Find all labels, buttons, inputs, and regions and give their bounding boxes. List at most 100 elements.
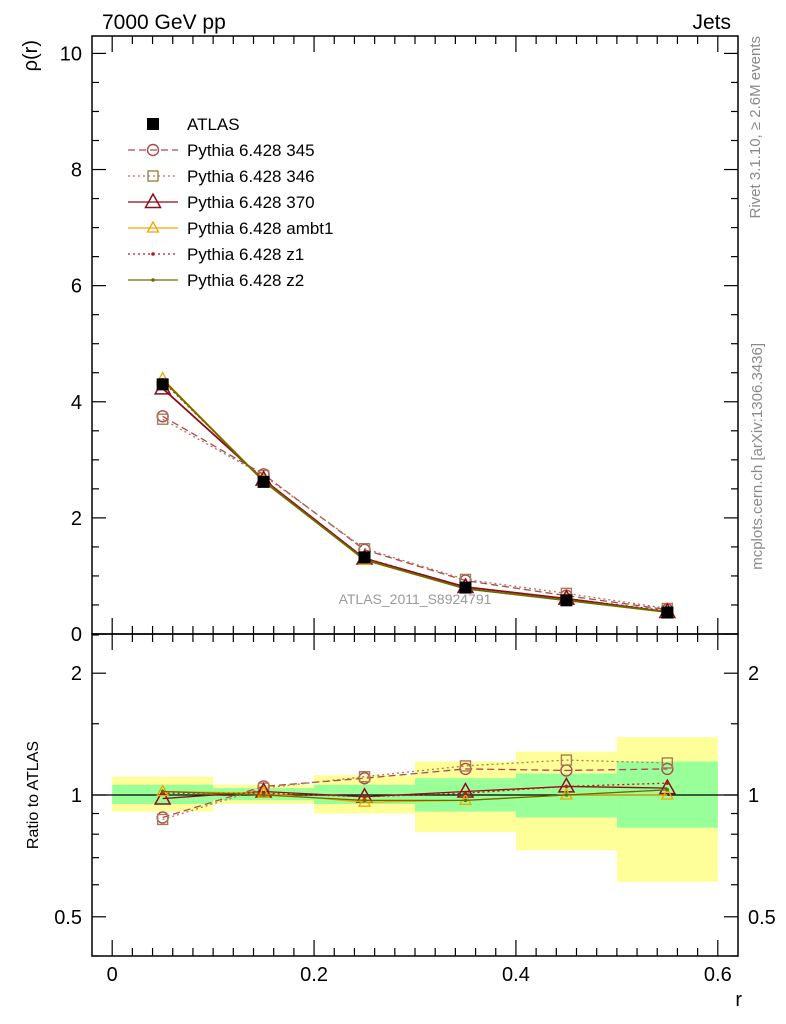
series-atlas bbox=[156, 378, 674, 619]
legend-item-atlas: ATLAS bbox=[147, 115, 240, 134]
axis-ticks bbox=[92, 36, 738, 957]
series-z1 bbox=[160, 379, 670, 613]
watermark-text: ATLAS_2011_S8924791 bbox=[339, 591, 492, 607]
ratio-series bbox=[153, 754, 677, 826]
ratio-point-z2-5 bbox=[665, 788, 670, 792]
legend-marker-z2 bbox=[151, 278, 155, 282]
legend-label-ambt1: Pythia 6.428 ambt1 bbox=[187, 219, 333, 238]
series-line-ambt1 bbox=[162, 378, 668, 614]
ratio-ytick-label-right-2: 2 bbox=[748, 663, 759, 685]
point-atlas-1 bbox=[257, 475, 270, 488]
point-atlas-5 bbox=[661, 606, 674, 619]
point-p346-0 bbox=[156, 413, 169, 425]
ratio-point-z1-2 bbox=[362, 794, 367, 799]
legend: ATLAS Pythia 6.428 345 Pythia 6.428 346 Pyt… bbox=[128, 115, 333, 290]
legend-marker-p346 bbox=[147, 170, 159, 182]
header-right-title: Jets bbox=[692, 11, 731, 34]
ratio-series-p346 bbox=[156, 754, 674, 826]
series-p346 bbox=[156, 413, 674, 615]
point-atlas-2 bbox=[358, 551, 371, 564]
side-text-rivet: Rivet 3.1.10, ≥ 2.6M events bbox=[747, 36, 764, 219]
ratio-point-ambt1-3 bbox=[458, 793, 473, 806]
point-atlas-0 bbox=[156, 378, 169, 391]
main-ytick-label-1: 2 bbox=[71, 508, 82, 530]
main-series bbox=[153, 371, 677, 619]
ratio-point-z2-1 bbox=[261, 793, 266, 797]
series-z2 bbox=[160, 377, 670, 614]
axis-labels: 0 2 4 6 8 10 0 0.2 0.4 0.6 0.5 0.5 1 1 2 2 bbox=[54, 43, 776, 986]
series-line-p346 bbox=[162, 418, 668, 610]
ratio-bands bbox=[112, 737, 718, 882]
ratio-line-p345 bbox=[162, 768, 668, 819]
main-ytick-label-4: 8 bbox=[71, 160, 82, 182]
ratio-point-ambt1-1 bbox=[256, 785, 271, 798]
ratio-ytick-label-right-1: 1 bbox=[748, 785, 759, 807]
ratio-point-p346-5 bbox=[661, 757, 674, 769]
legend-label-p370: Pythia 6.428 370 bbox=[187, 193, 315, 212]
ratio-point-p370-3 bbox=[456, 781, 475, 798]
ratio-point-ambt1-4 bbox=[559, 787, 574, 800]
ratio-point-p346-2 bbox=[358, 770, 371, 783]
main-ytick-label-2: 4 bbox=[71, 392, 82, 414]
ratio-point-p346-4 bbox=[560, 754, 573, 766]
main-ytick-label-3: 6 bbox=[71, 276, 82, 298]
legend-label-p346: Pythia 6.428 346 bbox=[187, 167, 315, 186]
xtick-label-0: 0 bbox=[107, 964, 118, 986]
ratio-point-z2-4 bbox=[564, 793, 569, 797]
ratio-series-z2 bbox=[160, 788, 670, 803]
ratio-point-p370-4 bbox=[557, 776, 576, 793]
ratio-point-p370-5 bbox=[658, 778, 677, 795]
ratio-series-ambt1 bbox=[156, 784, 674, 807]
series-line-p345 bbox=[162, 415, 668, 611]
xtick-label-3: 0.6 bbox=[704, 964, 732, 986]
main-ytick-label-5: 10 bbox=[60, 43, 82, 65]
ratio-point-p345-5 bbox=[661, 762, 674, 776]
ratio-line-z1 bbox=[162, 782, 668, 798]
ratio-point-ambt1-2 bbox=[357, 794, 372, 807]
ratio-ytick-label-left-1: 1 bbox=[71, 785, 82, 807]
ratio-point-p370-0 bbox=[153, 789, 172, 805]
ratio-line-p346 bbox=[162, 759, 668, 821]
watermark-group: ATLAS_2011_S8924791 bbox=[339, 591, 492, 607]
legend-marker-p345 bbox=[146, 143, 160, 157]
legend-item-z2: Pythia 6.428 z2 bbox=[128, 271, 304, 290]
legend-item-p370: Pythia 6.428 370 bbox=[128, 192, 315, 212]
header-left-title: 7000 GeV pp bbox=[102, 11, 226, 34]
legend-item-p346: Pythia 6.428 346 bbox=[128, 167, 315, 186]
ratio-point-z2-2 bbox=[362, 798, 367, 803]
x-axis-label: r bbox=[735, 989, 742, 1011]
ratio-point-z1-3 bbox=[463, 791, 468, 796]
series-line-p370 bbox=[162, 387, 668, 613]
series-ambt1 bbox=[156, 371, 674, 618]
xtick-label-2: 0.4 bbox=[502, 964, 530, 986]
ratio-point-p346-3 bbox=[459, 760, 472, 772]
main-ytick-label-0: 0 bbox=[71, 624, 82, 646]
ratio-ytick-label-left-0: 0.5 bbox=[54, 907, 82, 929]
legend-item-p345: Pythia 6.428 345 bbox=[128, 141, 315, 160]
ratio-point-z1-4 bbox=[564, 784, 569, 789]
series-line-z2 bbox=[162, 379, 668, 613]
ratio-point-p346-0 bbox=[156, 813, 169, 826]
ratio-line-ambt1 bbox=[162, 790, 668, 803]
ratio-point-z2-0 bbox=[160, 789, 165, 794]
xtick-label-1: 0.2 bbox=[300, 964, 328, 986]
legend-label-z1: Pythia 6.428 z1 bbox=[187, 245, 304, 264]
point-atlas-4 bbox=[560, 594, 573, 607]
legend-item-z1: Pythia 6.428 z1 bbox=[128, 245, 304, 264]
series-p345 bbox=[156, 410, 674, 616]
ratio-point-ambt1-0 bbox=[156, 784, 170, 797]
legend-marker-atlas bbox=[147, 118, 159, 130]
side-text-mcplots: mcplots.cern.ch [arXiv:1306.3436] bbox=[749, 343, 766, 570]
ratio-point-ambt1-5 bbox=[660, 787, 674, 800]
series-line-z1 bbox=[162, 380, 668, 612]
legend-marker-p370 bbox=[144, 192, 162, 209]
legend-label-atlas: ATLAS bbox=[187, 115, 240, 134]
series-p370 bbox=[153, 378, 677, 619]
ratio-point-z1-5 bbox=[665, 781, 670, 785]
ratio-point-z2-3 bbox=[463, 798, 468, 803]
ratio-ytick-label-left-2: 2 bbox=[71, 663, 82, 685]
legend-marker-ambt1 bbox=[146, 220, 160, 233]
ratio-ytick-label-right-0: 0.5 bbox=[748, 907, 776, 929]
ratio-y-axis-label: Ratio to ATLAS bbox=[25, 741, 42, 849]
